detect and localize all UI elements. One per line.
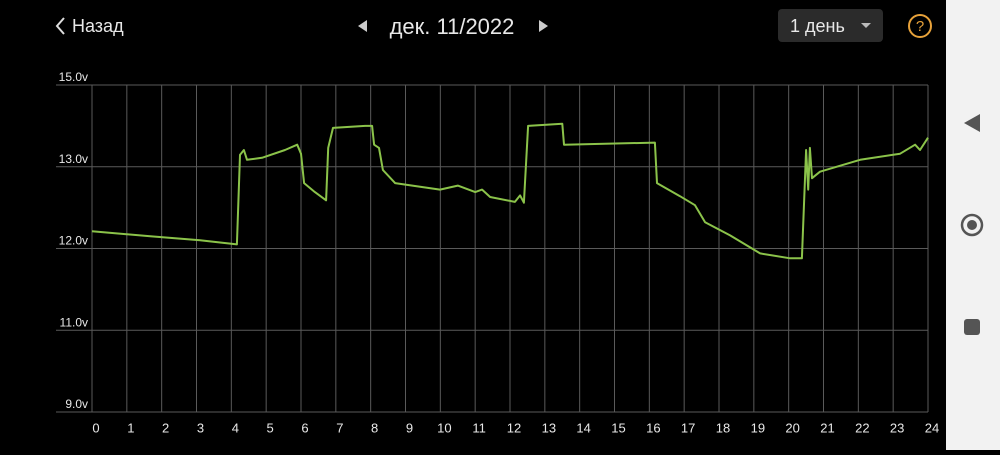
- x-tick-label: 7: [336, 420, 343, 435]
- date-label: дек. 11/2022: [390, 14, 515, 39]
- x-tick-label: 15: [611, 420, 625, 435]
- period-select[interactable]: 1 день: [778, 9, 883, 42]
- back-icon: [55, 17, 65, 35]
- y-tick-label: 15.0v: [59, 70, 88, 84]
- period-box: [778, 9, 883, 42]
- nav-home-dot: [967, 220, 977, 230]
- help-label: ?: [916, 18, 924, 35]
- y-tick-label: 13.0v: [59, 152, 88, 166]
- x-tick-label: 9: [406, 420, 413, 435]
- x-tick-label: 22: [855, 420, 869, 435]
- x-tick-label: 0: [92, 420, 99, 435]
- help-button[interactable]: [908, 14, 932, 38]
- x-tick-label: 21: [820, 420, 834, 435]
- period-label: 1 день: [790, 16, 845, 36]
- voltage-line: [91, 122, 929, 260]
- period-caret: [861, 23, 871, 28]
- x-tick-label: 24: [925, 420, 939, 435]
- nav-home[interactable]: [960, 213, 984, 237]
- prev-date[interactable]: [358, 20, 367, 32]
- x-tick-label: 18: [716, 420, 730, 435]
- x-tick-label: 14: [576, 420, 590, 435]
- x-tick-label: 13: [542, 420, 556, 435]
- x-tick-label: 16: [646, 420, 660, 435]
- x-tick-label: 11: [472, 420, 486, 435]
- back-label: Назад: [72, 16, 124, 36]
- x-tick-label: 4: [232, 420, 239, 435]
- x-tick-label: 6: [301, 420, 308, 435]
- back-button[interactable]: Назад: [55, 16, 124, 36]
- x-tick-label: 20: [785, 420, 799, 435]
- x-tick-label: 3: [197, 420, 204, 435]
- nav-back[interactable]: [964, 114, 980, 132]
- x-tick-label: 1: [127, 420, 134, 435]
- x-tick-label: 23: [890, 420, 904, 435]
- x-tick-label: 17: [681, 420, 695, 435]
- x-tick-label: 8: [371, 420, 378, 435]
- x-tick-label: 12: [507, 420, 521, 435]
- x-tick-label: 5: [267, 420, 274, 435]
- y-tick-label: 9.0v: [65, 397, 88, 411]
- y-tick-label: 12.0v: [59, 234, 88, 248]
- next-date[interactable]: [539, 20, 548, 32]
- nav-recent[interactable]: [964, 319, 980, 335]
- y-tick-label: 11.0v: [60, 315, 88, 329]
- x-tick-label: 2: [162, 420, 169, 435]
- x-tick-label: 10: [437, 420, 451, 435]
- x-tick-label: 19: [751, 420, 765, 435]
